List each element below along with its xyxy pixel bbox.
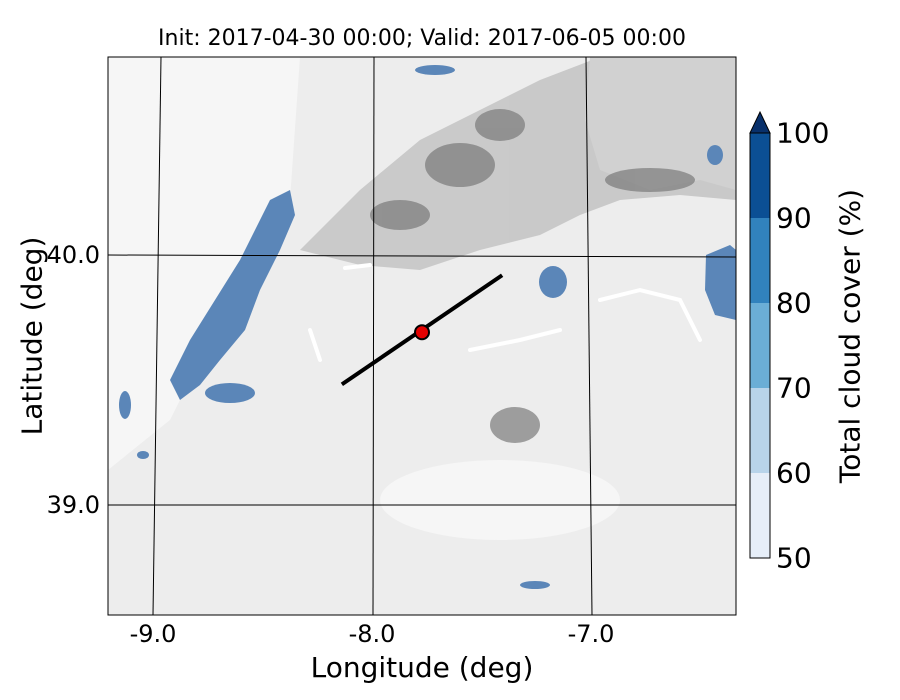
- y-tick-label: 40.0: [46, 241, 100, 269]
- colorbar-tick-label: 100: [776, 116, 830, 150]
- colorbar-label: Total cloud cover (%): [833, 188, 867, 484]
- colorbar-segment: [750, 218, 770, 303]
- rivers: [308, 263, 702, 362]
- cloud-cover: [119, 65, 736, 589]
- terrain-dark: [370, 109, 695, 443]
- x-tick-label: -9.0: [129, 620, 177, 648]
- colorbar-segment: [750, 303, 770, 388]
- chart-title: Init: 2017-04-30 00:00; Valid: 2017-06-0…: [158, 26, 686, 51]
- terrain-light: [108, 57, 620, 540]
- x-axis-label: Longitude (deg): [310, 651, 534, 684]
- y-tick-label: 39.0: [46, 491, 100, 519]
- colorbar-tick-label: 50: [776, 541, 812, 575]
- x-tick-label: -8.0: [348, 620, 396, 648]
- graticule: [107, 56, 737, 616]
- y-axis-label: Latitude (deg): [15, 236, 49, 436]
- x-tick-label: -7.0: [567, 620, 615, 648]
- meridian-line: [372, 56, 375, 616]
- map-frame: [107, 56, 737, 616]
- colorbar: [749, 110, 771, 559]
- meridian-line: [585, 56, 593, 616]
- colorbar-frame: [749, 132, 771, 559]
- meridian-line: [152, 56, 162, 616]
- colorbar-tick-label: 90: [776, 201, 812, 235]
- colorbar-segment: [750, 388, 770, 473]
- colorbar-tick-label: 60: [776, 456, 812, 490]
- colorbar-segment: [750, 473, 770, 558]
- location-marker: [414, 324, 430, 341]
- colorbar-segment: [750, 133, 770, 218]
- parallel-line: [107, 254, 737, 258]
- colorbar-tick-label: 70: [776, 371, 812, 405]
- colorbar-tick-label: 80: [776, 286, 812, 320]
- colorbar-extend-arrow: [749, 110, 771, 134]
